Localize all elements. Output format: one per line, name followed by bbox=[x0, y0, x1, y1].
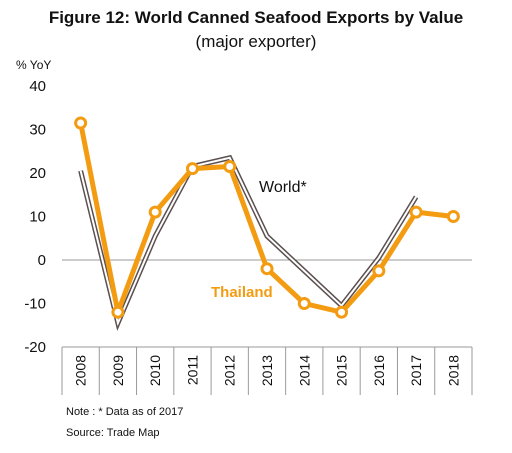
series-line-world-inner bbox=[79, 156, 417, 327]
data-point-thailand bbox=[335, 305, 349, 319]
x-tick-label: 2009 bbox=[110, 355, 126, 386]
data-point-thailand bbox=[148, 205, 162, 219]
y-tick-label: 20 bbox=[29, 165, 46, 182]
x-tick-label: 2015 bbox=[334, 355, 350, 386]
series-label-thailand: Thailand bbox=[211, 284, 273, 301]
y-tick-label: 30 bbox=[29, 122, 46, 139]
y-tick-label: -20 bbox=[24, 339, 46, 356]
x-tick-label: 2012 bbox=[222, 355, 238, 386]
y-tick-label: 10 bbox=[29, 209, 46, 226]
data-point-thailand bbox=[185, 162, 199, 176]
y-tick-label: 0 bbox=[38, 252, 46, 269]
chart-title: Figure 12: World Canned Seafood Exports … bbox=[48, 8, 464, 27]
chart-note: Note : * Data as of 2017 bbox=[66, 406, 184, 418]
data-point-thailand bbox=[260, 262, 274, 276]
x-tick-label: 2008 bbox=[73, 355, 89, 386]
y-tick-label: -10 bbox=[24, 296, 46, 313]
y-axis-label: % YoY bbox=[16, 58, 52, 72]
x-tick-label: 2013 bbox=[259, 355, 275, 386]
y-tick-label: 40 bbox=[29, 78, 46, 95]
series-label-world: World* bbox=[259, 179, 307, 196]
data-point-thailand bbox=[297, 297, 311, 310]
chart-source: Source: Trade Map bbox=[66, 427, 160, 439]
chart-subtitle: (major exporter) bbox=[195, 32, 317, 51]
x-tick-label: 2017 bbox=[408, 355, 424, 386]
data-point-thailand bbox=[74, 116, 88, 130]
data-point-thailand bbox=[409, 205, 423, 219]
data-point-thailand bbox=[223, 159, 237, 173]
x-tick-label: 2014 bbox=[296, 355, 312, 386]
data-point-thailand bbox=[372, 264, 386, 278]
x-tick-label: 2018 bbox=[445, 355, 461, 386]
x-tick-label: 2010 bbox=[147, 355, 163, 386]
data-point-thailand bbox=[446, 210, 460, 223]
data-point-thailand bbox=[111, 305, 125, 319]
x-tick-label: 2011 bbox=[184, 355, 200, 385]
x-tick-label: 2016 bbox=[371, 355, 387, 386]
